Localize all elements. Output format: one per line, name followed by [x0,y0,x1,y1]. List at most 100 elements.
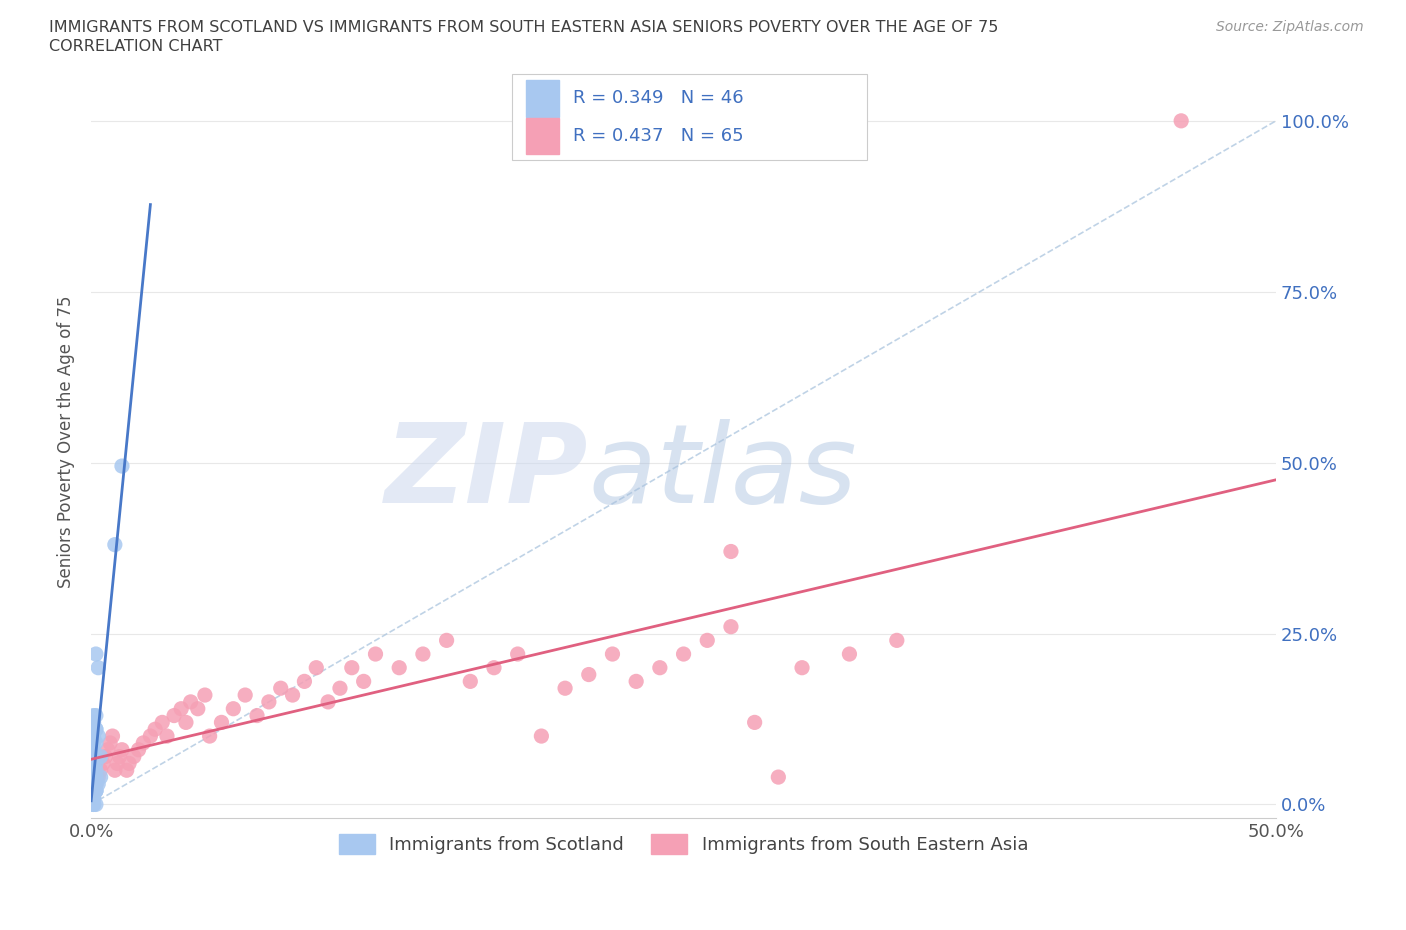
Point [83,797,105,812]
Point [105,756,128,771]
Point [364,646,387,661]
Point [180,695,202,710]
Point [744,715,766,730]
Point [156,728,179,743]
Point [84,770,107,785]
Point [83,708,105,723]
Text: IMMIGRANTS FROM SCOTLAND VS IMMIGRANTS FROM SOUTH EASTERN ASIA SENIORS POVERTY O: IMMIGRANTS FROM SCOTLAND VS IMMIGRANTS F… [49,20,998,35]
Point [316,695,339,710]
Point [281,687,304,702]
Point [83,763,105,777]
Point [83,715,105,730]
Point [83,797,105,812]
Point [174,715,197,730]
Point [329,681,352,696]
Point [886,633,908,648]
Point [139,728,162,743]
Point [84,736,107,751]
Point [98,736,121,751]
Y-axis label: Seniors Poverty Over the Age of 75: Seniors Poverty Over the Age of 75 [58,296,75,589]
Point [90,770,112,785]
Point [648,660,671,675]
Point [84,783,107,798]
Point [108,750,131,764]
Point [84,750,107,764]
Point [790,660,813,675]
Point [83,715,105,730]
Point [83,777,105,791]
Point [84,708,107,723]
Text: ZIP: ZIP [385,418,589,525]
Point [720,544,742,559]
Point [353,674,375,689]
Point [104,763,127,777]
Point [83,763,105,777]
Point [83,790,105,805]
Point [150,715,173,730]
Point [83,783,105,798]
FancyBboxPatch shape [512,73,868,160]
Point [838,646,860,661]
Point [340,660,363,675]
Point [128,742,150,757]
Point [696,633,718,648]
Point [84,797,107,812]
Point [482,660,505,675]
Point [720,619,742,634]
Point [578,667,600,682]
Point [83,750,105,764]
Point [1170,113,1192,128]
Text: R = 0.349   N = 46: R = 0.349 N = 46 [574,89,744,108]
Point [83,728,105,743]
Point [83,736,105,751]
Point [412,646,434,661]
Text: R = 0.437   N = 65: R = 0.437 N = 65 [574,127,744,145]
Point [83,770,105,785]
Point [84,756,107,771]
Point [436,633,458,648]
Text: atlas: atlas [589,418,858,525]
Point [624,674,647,689]
Bar [526,118,560,154]
Point [87,660,110,675]
Point [87,777,110,791]
Point [83,783,105,798]
Point [458,674,481,689]
Point [132,736,155,751]
Point [530,728,553,743]
Point [388,660,411,675]
Point [187,701,209,716]
Point [111,458,134,473]
Point [83,770,105,785]
Point [270,681,292,696]
Point [97,742,120,757]
Point [233,687,256,702]
Point [294,674,316,689]
Point [170,701,193,716]
Point [211,715,233,730]
Point [101,728,124,743]
Point [87,770,110,785]
Point [83,756,105,771]
Point [305,660,328,675]
Point [122,750,145,764]
Point [90,763,112,777]
Point [84,722,107,737]
Point [118,756,141,771]
Point [84,783,107,798]
Point [84,777,107,791]
Point [90,750,112,764]
Point [84,777,107,791]
Text: CORRELATION CHART: CORRELATION CHART [49,39,222,54]
Point [672,646,695,661]
Point [83,742,105,757]
Point [768,770,790,785]
Point [104,538,127,552]
Point [91,756,114,771]
Point [163,708,186,723]
Point [83,797,105,812]
Text: Source: ZipAtlas.com: Source: ZipAtlas.com [1216,20,1364,34]
Legend: Immigrants from Scotland, Immigrants from South Eastern Asia: Immigrants from Scotland, Immigrants fro… [332,827,1035,862]
Point [115,763,138,777]
Point [84,777,107,791]
